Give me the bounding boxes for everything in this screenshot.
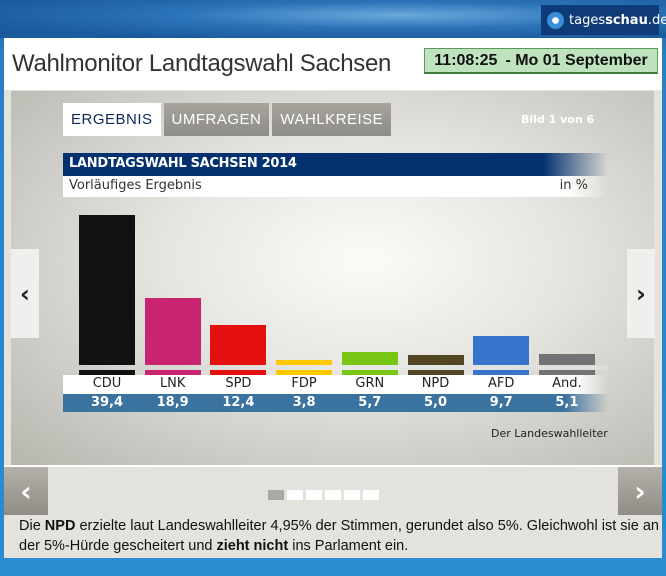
clock-time: 11:08:25 — [434, 51, 498, 69]
chart-subtitle-row: Vorläufiges Ergebnis in % — [63, 176, 608, 197]
party-value: 12,4 — [222, 395, 255, 410]
pager-dot-5[interactable] — [344, 490, 360, 500]
bar-grn — [341, 351, 398, 375]
panel-header: Wahlmonitor Landtagswahl Sachsen 11:08:2… — [4, 38, 662, 90]
party-value: 5,7 — [358, 395, 382, 410]
caption-part: ins Parlament ein. — [288, 538, 409, 554]
slide-tabs: ERGEBNIS UMFRAGEN WAHLKREISE — [63, 103, 392, 136]
caption-part: Die — [19, 518, 45, 534]
prev-button[interactable]: ‹ — [4, 467, 48, 515]
pager-dot-3[interactable] — [306, 490, 322, 500]
chart-baseline-stripe — [63, 365, 608, 370]
source-label: Der Landeswahlleiter — [491, 427, 608, 440]
chart-subtitle: Vorläufiges Ergebnis — [69, 178, 202, 193]
slide-pager — [268, 490, 379, 500]
chevron-right-icon: › — [634, 474, 646, 508]
party-label: AFD — [487, 376, 515, 391]
party-value: 9,7 — [489, 395, 513, 410]
tab-umfragen[interactable]: UMFRAGEN — [163, 103, 270, 136]
clock-date: - Mo 01 September — [505, 51, 648, 69]
caption-part: erzielte laut Landeswahlleiter 4,95% der… — [19, 518, 659, 554]
caption-text: Die NPD erzielte laut Landeswahlleiter 4… — [19, 516, 659, 556]
bar-cdu — [79, 215, 135, 375]
slide-next-button[interactable]: › — [627, 249, 655, 338]
pager-dot-4[interactable] — [325, 490, 341, 500]
slide-counter: Bild 1 von 6 — [521, 113, 595, 126]
party-label: SPD — [225, 376, 252, 391]
tagesschau-logo-icon — [547, 11, 564, 29]
pager-dot-1[interactable] — [268, 490, 284, 500]
party-label: FDP — [291, 376, 317, 391]
slide-prev-button[interactable]: ‹ — [11, 249, 39, 338]
pager-dot-6[interactable] — [363, 490, 379, 500]
bar-lnk — [144, 298, 201, 375]
chevron-left-icon: ‹ — [20, 279, 30, 308]
party-value: 5,1 — [555, 395, 579, 410]
party-label: NPD — [421, 376, 450, 391]
chevron-right-icon: › — [636, 279, 646, 308]
party-label: GRN — [355, 376, 385, 391]
chevron-left-icon: ‹ — [20, 474, 32, 508]
party-labels: CDU LNK SPD FDP GRN NPD AFD And. — [63, 375, 608, 394]
slide-viewer: ERGEBNIS UMFRAGEN WAHLKREISE Bild 1 von … — [11, 91, 655, 467]
pager-dot-2[interactable] — [287, 490, 303, 500]
logo-suffix: .de — [647, 12, 666, 28]
party-label: LNK — [159, 376, 186, 391]
clock-display: 11:08:25 - Mo 01 September — [424, 48, 658, 74]
tab-wahlkreise[interactable]: WAHLKREISE — [272, 103, 392, 136]
wahlmonitor-panel: Wahlmonitor Landtagswahl Sachsen 11:08:2… — [4, 38, 662, 558]
party-value: 39,4 — [90, 395, 124, 410]
bar-chart — [63, 175, 608, 375]
party-label: And. — [552, 376, 582, 391]
logo-text-bold: schau — [605, 12, 648, 28]
divider — [4, 465, 662, 467]
next-button[interactable]: › — [618, 467, 662, 515]
party-label: CDU — [92, 376, 122, 391]
tab-ergebnis[interactable]: ERGEBNIS — [63, 103, 161, 136]
party-value: 3,8 — [292, 395, 316, 410]
party-value: 18,9 — [156, 395, 189, 410]
page-title: Wahlmonitor Landtagswahl Sachsen — [12, 50, 392, 77]
tagesschau-logo[interactable]: tagesschau.de — [541, 5, 666, 35]
chart-unit: in % — [559, 178, 588, 193]
caption-bold: zieht nicht — [216, 538, 289, 554]
caption-bold: NPD — [44, 518, 76, 534]
logo-text: tages — [569, 12, 606, 28]
party-values: 39,4 18,9 12,4 3,8 5,7 5,0 9,7 5,1 — [63, 394, 608, 412]
chart-title: LANDTAGSWAHL SACHSEN 2014 — [63, 153, 608, 176]
party-value: 5,0 — [423, 395, 448, 410]
